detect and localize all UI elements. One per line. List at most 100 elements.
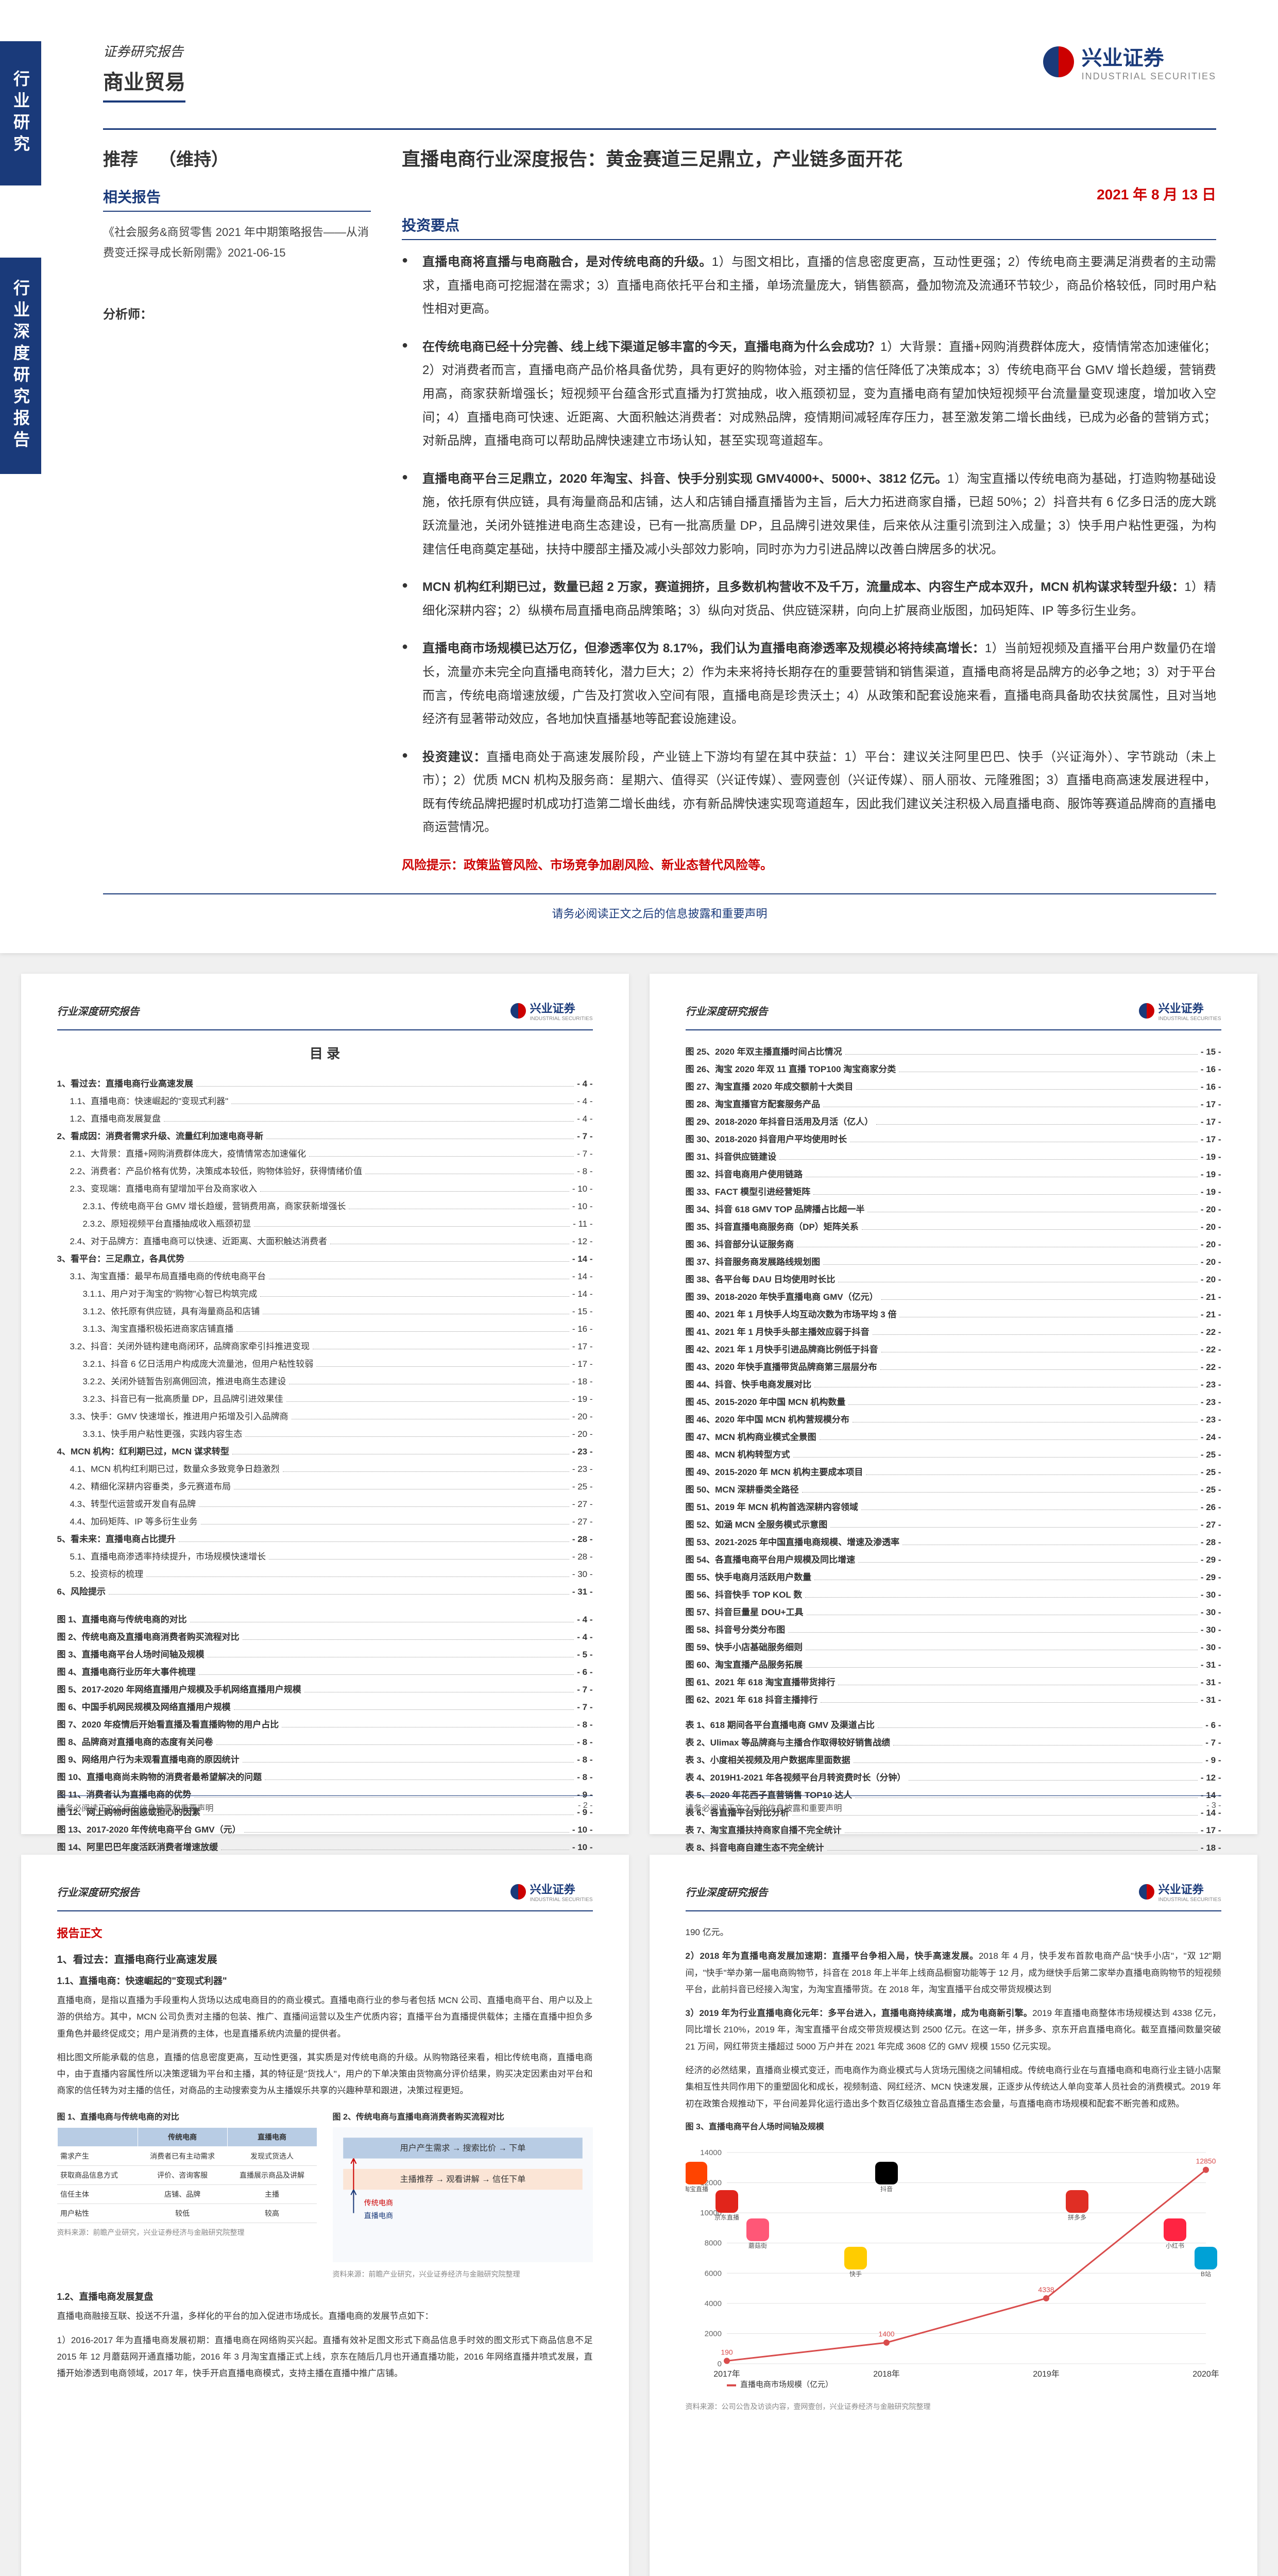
toc-line: 3.2.2、关闭外链暂告别高佣回流，推进电商生态建设- 18 - [57, 1373, 593, 1391]
toc-line: 2.3.1、传统电商平台 GMV 增长趋缓，营销费用高，商家获新增强长- 10 … [57, 1198, 593, 1215]
page-3-index: 行业深度研究报告 兴业证券INDUSTRIAL SECURITIES 图 25、… [650, 974, 1257, 1834]
toc-line: 图 14、阿里巴巴年度活跃消费者增速放缓- 10 - [57, 1839, 593, 1856]
svg-text:2000: 2000 [704, 2329, 721, 2338]
toc-line: 图 29、2018-2020 年抖音日活用及月活（亿人）- 17 - [686, 1113, 1221, 1131]
brand-name: 兴业证券 [1082, 41, 1216, 71]
toc-line: 2、看成因：消费者需求升级、流量红利加速电商寻新- 7 - [57, 1128, 593, 1145]
investment-point-item: 投资建议：直播电商处于高速发展阶段，产业链上下游均有望在其中获益：1）平台：建议… [402, 745, 1216, 839]
toc-line: 图 26、淘宝 2020 年双 11 直播 TOP100 淘宝商家分类- 16 … [686, 1061, 1221, 1078]
toc-line: 1.1、直播电商：快速崛起的"变现式利器"- 4 - [57, 1093, 593, 1110]
toc-line: 图 32、抖音电商用户使用链路- 19 - [686, 1166, 1221, 1183]
svg-text:4000: 4000 [704, 2299, 721, 2308]
toc-line: 图 27、淘宝直播 2020 年成交额前十大类目- 16 - [686, 1078, 1221, 1096]
brand-name: 兴业证券 [1158, 999, 1221, 1016]
paragraph: 直播电商融接互联、投送不升温，多样化的平台的加入促进市场成长。直播电商的发展节点… [57, 2308, 593, 2325]
toc-line: 4、MCN 机构：红利期已过，MCN 谋求转型- 23 - [57, 1443, 593, 1461]
brand-subtitle: INDUSTRIAL SECURITIES [530, 1016, 593, 1022]
mini-header: 行业深度研究报告 兴业证券INDUSTRIAL SECURITIES [686, 1880, 1221, 1911]
brand-logo-icon [1043, 46, 1074, 77]
mini-header: 行业深度研究报告 兴业证券INDUSTRIAL SECURITIES [57, 999, 593, 1030]
section-main-title: 报告正文 [57, 1924, 593, 1941]
toc-line: 图 35、抖音直播电商服务商（DP）矩阵关系- 20 - [686, 1218, 1221, 1236]
svg-text:190: 190 [721, 2348, 733, 2356]
toc-line: 2.2、消费者：产品价格有优势，决策成本较低，购物体验好，获得情绪价值- 8 - [57, 1163, 593, 1180]
svg-text:4338: 4338 [1038, 2285, 1054, 2294]
toc-line: 5、看未来：直播电商占比提升- 28 - [57, 1531, 593, 1548]
svg-text:小红书: 小红书 [1165, 2242, 1184, 2249]
paragraph: 190 亿元。 [686, 1924, 1221, 1941]
sector-title: 商业贸易 [103, 65, 185, 103]
mini-header-title: 行业深度研究报告 [57, 1884, 140, 1899]
brand-name: 兴业证券 [530, 1880, 593, 1897]
toc-line: 图 2、传统电商及直播电商消费者购买流程对比- 4 - [57, 1629, 593, 1646]
svg-text:京东直播: 京东直播 [714, 2214, 739, 2221]
figure-row: 图 1、直播电商与传统电商的对比 传统电商直播电商需求产生消费者已有主动需求发现… [57, 2110, 593, 2280]
related-reports-header: 相关报告 [103, 186, 371, 212]
mini-footer: 请务必阅读正文之后的信息披露和重要声明 - 3 - [686, 1795, 1221, 1814]
cover-page: 行业研究 行业深度研究报告 兴业证券 INDUSTRIAL SECURITIES… [0, 0, 1278, 953]
mini-brand: 兴业证券INDUSTRIAL SECURITIES [1139, 1880, 1221, 1903]
brand-subtitle: INDUSTRIAL SECURITIES [1158, 1897, 1221, 1903]
brand-logo-icon [1139, 1884, 1154, 1900]
brand-logo-icon [1139, 1003, 1154, 1019]
footer-disclaimer: 请务必阅读正文之后的信息披露和重要声明 [57, 1801, 214, 1814]
toc-line: 图 53、2021-2025 年中国直播电商规模、增速及渗透率- 28 - [686, 1534, 1221, 1551]
toc-line: 图 37、抖音服务商发展路线规划图- 20 - [686, 1253, 1221, 1271]
section-h2: 1、看过去：直播电商行业高速发展 [57, 1951, 593, 1966]
svg-text:淘宝直播: 淘宝直播 [686, 2185, 708, 2193]
related-report-item: 《社会服务&商贸零售 2021 年中期策略报告——从消费变迁探寻成长新刚需》20… [103, 222, 371, 263]
toc-line: 图 28、淘宝直播官方配套服务产品- 17 - [686, 1096, 1221, 1113]
svg-text:2020年: 2020年 [1192, 2369, 1219, 2379]
toc-line: 图 1、直播电商与传统电商的对比- 4 - [57, 1611, 593, 1629]
svg-text:1400: 1400 [878, 2330, 894, 2338]
toc-line: 图 49、2015-2020 年 MCN 机构主要成本项目- 25 - [686, 1464, 1221, 1481]
toc-line: 图 47、MCN 机构商业模式全景图- 24 - [686, 1429, 1221, 1446]
toc-line: 图 46、2020 年中国 MCN 机构营规模分布- 23 - [686, 1411, 1221, 1429]
toc-line: 4.4、加码矩阵、IP 等多衍生业务- 27 - [57, 1513, 593, 1531]
toc-line: 2.1、大背景：直播+网购消费群体庞大，疫情情常态加速催化- 7 - [57, 1145, 593, 1163]
divider [103, 128, 1216, 130]
toc-line: 图 43、2020 年快手直播带货品牌商第三层层分布- 22 - [686, 1359, 1221, 1376]
investment-point-item: MCN 机构红利期已过，数量已超 2 万家，赛道拥挤，且多数机构营收不及千万，流… [402, 575, 1216, 622]
figure-source: 资料来源：前瞻产业研究，兴业证券经济与金融研究院整理 [333, 2269, 593, 2279]
toc-line: 图 57、抖音巨量星 DOU+工具- 30 - [686, 1604, 1221, 1621]
side-tab-research: 行业研究 [0, 41, 41, 185]
figure-caption: 图 2、传统电商与直播电商消费者购买流程对比 [333, 2110, 593, 2122]
investment-point-item: 在传统电商已经十分完善、线上线下渠道足够丰富的今天，直播电商为什么会成功？1）大… [402, 335, 1216, 453]
brand-logo-icon [510, 1003, 526, 1019]
toc-line: 图 9、网络用户行为未观看直播电商的原因统计- 8 - [57, 1751, 593, 1769]
toc-line: 图 31、抖音供应链建设- 19 - [686, 1148, 1221, 1166]
section-h3: 1.2、直播电商发展复盘 [57, 2290, 593, 2303]
investment-point-item: 直播电商市场规模已达万亿，但渗透率仅为 8.17%，我们认为直播电商渗透率及规模… [402, 637, 1216, 731]
toc-line: 图 44、抖音、快手电商发展对比- 23 - [686, 1376, 1221, 1394]
svg-text:2018年: 2018年 [873, 2369, 900, 2379]
footer-disclaimer: 请务必阅读正文之后的信息披露和重要声明 [103, 893, 1216, 921]
figure-source: 资料来源：公司公告及访谈内容，壹网壹创，兴业证券经济与金融研究院整理 [686, 2401, 1221, 2412]
toc-line: 图 59、快手小店基础服务细则- 30 - [686, 1639, 1221, 1656]
toc-line: 图 45、2015-2020 年中国 MCN 机构数量- 23 - [686, 1394, 1221, 1411]
toc-line: 图 13、2017-2020 年传统电商平台 GMV（元）- 10 - [57, 1821, 593, 1839]
toc-line: 表 4、2019H1-2021 年各视频平台月转资费时长（分钟）- 12 - [686, 1769, 1221, 1787]
paragraph: 2）2018 年为直播电商发展加速期：直播平台争相入局，快手高速发展。2018 … [686, 1948, 1221, 1998]
page-5-body: 行业深度研究报告 兴业证券INDUSTRIAL SECURITIES 190 亿… [650, 1855, 1257, 2576]
svg-text:6000: 6000 [704, 2269, 721, 2278]
svg-text:14000: 14000 [700, 2148, 722, 2157]
toc-line: 3、看平台：三足鼎立，各具优势- 14 - [57, 1250, 593, 1268]
p-lead: 3）2019 年为行业直播电商化元年：多平台进入，直播电商持续高增，成为电商新引… [686, 2008, 1033, 2018]
rating-row: 推荐 （维持） [103, 145, 371, 171]
toc-line: 图 30、2018-2020 抖音用户平均使用时长- 17 - [686, 1131, 1221, 1148]
svg-text:主播推荐 → 观看讲解 → 信任下单: 主播推荐 → 观看讲解 → 信任下单 [400, 2175, 525, 2184]
paragraph: 经济的必然结果，直播商业模式变迁，而电商作为商业模式与人货场元围绕之间辅相成。传… [686, 2062, 1221, 2112]
mini-brand: 兴业证券INDUSTRIAL SECURITIES [510, 999, 593, 1022]
svg-text:直播电商市场规模（亿元）: 直播电商市场规模（亿元） [740, 2380, 833, 2389]
toc-line: 图 41、2021 年 1 月快手头部主播效应弱于抖音- 22 - [686, 1324, 1221, 1341]
svg-text:0: 0 [717, 2360, 721, 2368]
toc-line: 图 60、淘宝直播产品服务拓展- 31 - [686, 1656, 1221, 1674]
p-lead: 2）2018 年为直播电商发展加速期：直播平台争相入局，快手高速发展。 [686, 1951, 979, 1961]
brand-subtitle: INDUSTRIAL SECURITIES [1082, 71, 1216, 82]
toc-line: 表 2、Ulimax 等品牌商与主播合作取得较好销售战绩- 7 - [686, 1734, 1221, 1752]
brand-name: 兴业证券 [530, 999, 593, 1016]
toc-line: 6、风险提示- 31 - [57, 1583, 593, 1601]
toc-line: 4.1、MCN 机构红利期已过，数量众多致竞争日趋激烈- 23 - [57, 1461, 593, 1478]
mini-brand: 兴业证券INDUSTRIAL SECURITIES [510, 1880, 593, 1903]
